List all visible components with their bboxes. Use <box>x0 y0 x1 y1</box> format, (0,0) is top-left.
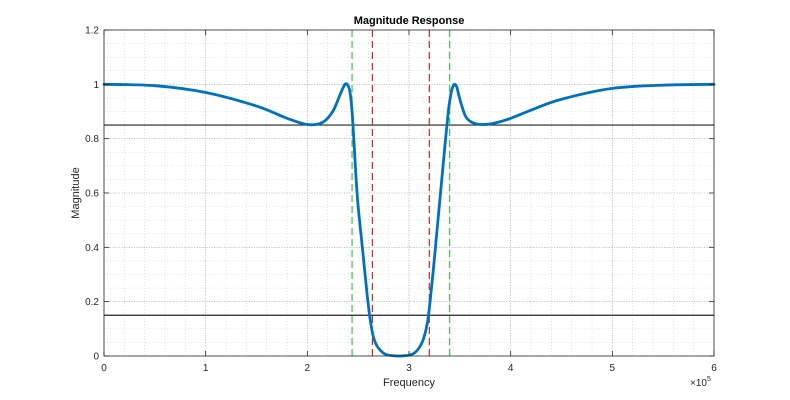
x-tick-label: 5 <box>610 363 616 374</box>
y-tick-label: 1 <box>93 80 99 91</box>
y-tick-label: 0.6 <box>85 189 99 200</box>
x-tick-label: 2 <box>305 363 311 374</box>
x-axis-label: Frequency <box>383 377 435 389</box>
x-tick-label: 6 <box>711 363 717 374</box>
grid-layer <box>103 29 715 357</box>
x-exponent-label: ×105 <box>690 376 711 389</box>
x-tick-label: 3 <box>406 363 412 374</box>
chart-title: Magnitude Response <box>354 15 465 27</box>
x-exponent-power: 5 <box>707 376 711 383</box>
reference-lines-layer <box>104 30 714 356</box>
y-tick-label: 0.4 <box>85 243 99 254</box>
y-tick-label: 0.8 <box>85 134 99 145</box>
y-tick-label: 0.2 <box>85 297 99 308</box>
ticks-layer: 0 1 2 3 4 5 6 0 0.2 0.4 0.6 0.8 1 1.2 <box>85 26 717 375</box>
x-tick-label: 1 <box>203 363 209 374</box>
magnitude-response-line-1 <box>102 82 716 358</box>
y-tick-label: 0 <box>93 352 99 363</box>
series-layer <box>102 82 716 358</box>
y-tick-label: 1.2 <box>85 26 99 37</box>
y-axis-label: Magnitude <box>70 167 82 218</box>
x-tick-label: 4 <box>508 363 514 374</box>
x-tick-label: 0 <box>101 363 107 374</box>
